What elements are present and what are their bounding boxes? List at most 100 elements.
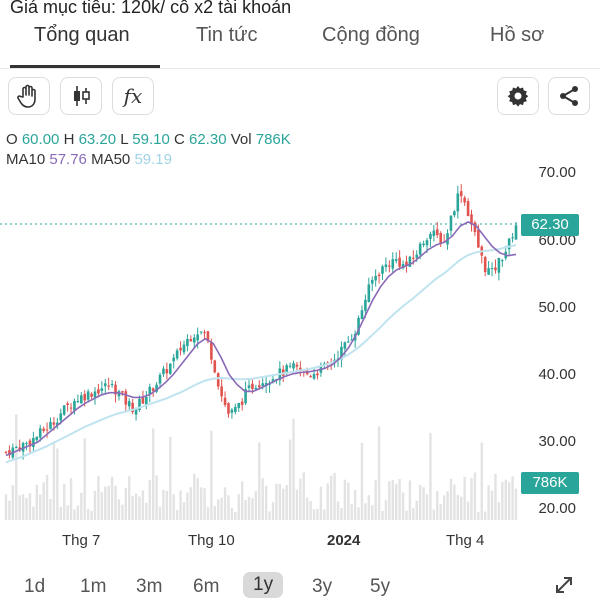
chart-type-button[interactable] <box>60 77 102 115</box>
candle-body <box>52 422 56 425</box>
volume-bar <box>329 475 333 520</box>
volume-bar <box>319 486 323 520</box>
candle-body <box>172 357 176 362</box>
share-button[interactable] <box>548 77 590 115</box>
price-tick-70: 70.00 <box>538 164 576 181</box>
candle-body <box>45 429 49 431</box>
tab-bar: Tổng quan Tin tức Cộng đồng Hồ sơ <box>0 22 600 69</box>
candle-body <box>415 254 419 258</box>
range-5y[interactable]: 5y <box>370 576 391 597</box>
volume-bar <box>124 488 127 520</box>
volume-bar <box>309 500 312 520</box>
candle-body <box>59 413 63 421</box>
volume-bar <box>45 474 49 520</box>
volume-bar <box>258 442 261 520</box>
candle-body <box>42 428 45 431</box>
candle-body <box>346 341 350 343</box>
candle-body <box>494 267 497 271</box>
range-3y[interactable]: 3y <box>312 576 333 597</box>
candle-body <box>237 403 241 408</box>
low-label: L <box>120 131 129 148</box>
candle-body <box>73 400 76 411</box>
price-tick-60: 60.00 <box>538 232 576 249</box>
gear-icon <box>507 86 529 107</box>
candle-body <box>223 397 227 406</box>
volume-bar <box>237 494 240 520</box>
volume-bar <box>145 502 148 520</box>
candle-body <box>261 383 265 387</box>
volume-bar <box>268 511 271 520</box>
low-value: 59.10 <box>132 131 170 148</box>
volume-bar <box>374 480 377 520</box>
range-1y[interactable]: 1y <box>243 572 284 598</box>
share-icon <box>560 86 578 106</box>
candle-body <box>357 317 360 335</box>
candle-body <box>141 397 145 404</box>
volume-bar <box>148 479 151 520</box>
candle-body <box>97 389 100 394</box>
candle-body <box>398 257 401 267</box>
candlestick-icon <box>74 86 90 106</box>
indicator-button[interactable]: fx <box>112 77 154 115</box>
candle-body <box>285 365 288 374</box>
range-1d[interactable]: 1d <box>24 576 46 597</box>
volume-bar <box>28 493 32 520</box>
tab-news[interactable]: Tin tức <box>196 24 258 46</box>
tab-profile[interactable]: Hồ sơ <box>490 24 545 46</box>
volume-bar <box>86 508 90 520</box>
volume-bar <box>62 483 66 520</box>
volume-bar <box>367 495 371 520</box>
volume-bar <box>35 484 39 520</box>
candle-body <box>257 385 261 388</box>
volume-bar <box>456 494 460 520</box>
price-chart[interactable] <box>0 170 600 525</box>
volume-bar <box>439 504 442 520</box>
candle-body <box>90 393 93 397</box>
volume-bar <box>223 487 227 520</box>
candle-body <box>213 360 217 373</box>
range-6m[interactable]: 6m <box>193 576 220 597</box>
volume-bar <box>436 491 439 520</box>
volume-bar <box>49 499 52 520</box>
candle-body <box>244 389 247 404</box>
volume-bar <box>466 501 470 520</box>
candle-body <box>103 383 107 387</box>
candle-body <box>377 274 381 277</box>
candle-body <box>182 344 186 353</box>
candle-body <box>66 403 69 405</box>
volume-bar <box>343 479 347 520</box>
candle-body <box>38 428 42 438</box>
tab-overview[interactable]: Tổng quan <box>34 24 130 46</box>
volume-bar <box>158 506 162 520</box>
price-tick-20: 20.00 <box>538 500 576 517</box>
expand-icon[interactable] <box>553 574 575 601</box>
volume-bar <box>302 472 305 520</box>
volume-bar <box>66 505 69 520</box>
volume-bar <box>347 482 350 520</box>
volume-bar <box>182 502 186 520</box>
draw-tool-button[interactable] <box>8 77 50 115</box>
candle-body <box>473 222 477 233</box>
volume-bar <box>480 442 483 520</box>
volume-bar <box>8 500 11 520</box>
candle-body <box>151 388 155 392</box>
volume-bar <box>507 482 511 520</box>
candle-body <box>121 391 124 393</box>
range-3m[interactable]: 3m <box>136 576 163 597</box>
volume-bar <box>169 436 172 520</box>
candle-body <box>25 442 28 444</box>
ma10-label: MA10 <box>6 151 46 168</box>
volume-bar <box>271 501 275 520</box>
candle-body <box>230 409 234 413</box>
candle-body <box>405 261 408 266</box>
volume-bar <box>340 508 343 520</box>
ma10-value: 57.76 <box>49 151 87 168</box>
volume-bar <box>131 495 134 520</box>
settings-button[interactable] <box>497 77 539 115</box>
tab-community[interactable]: Cộng đồng <box>322 24 420 46</box>
candle-body <box>456 193 460 212</box>
range-1m[interactable]: 1m <box>80 576 107 597</box>
function-icon: fx <box>123 84 143 108</box>
candle-body <box>439 232 442 245</box>
volume-bar <box>234 511 237 520</box>
